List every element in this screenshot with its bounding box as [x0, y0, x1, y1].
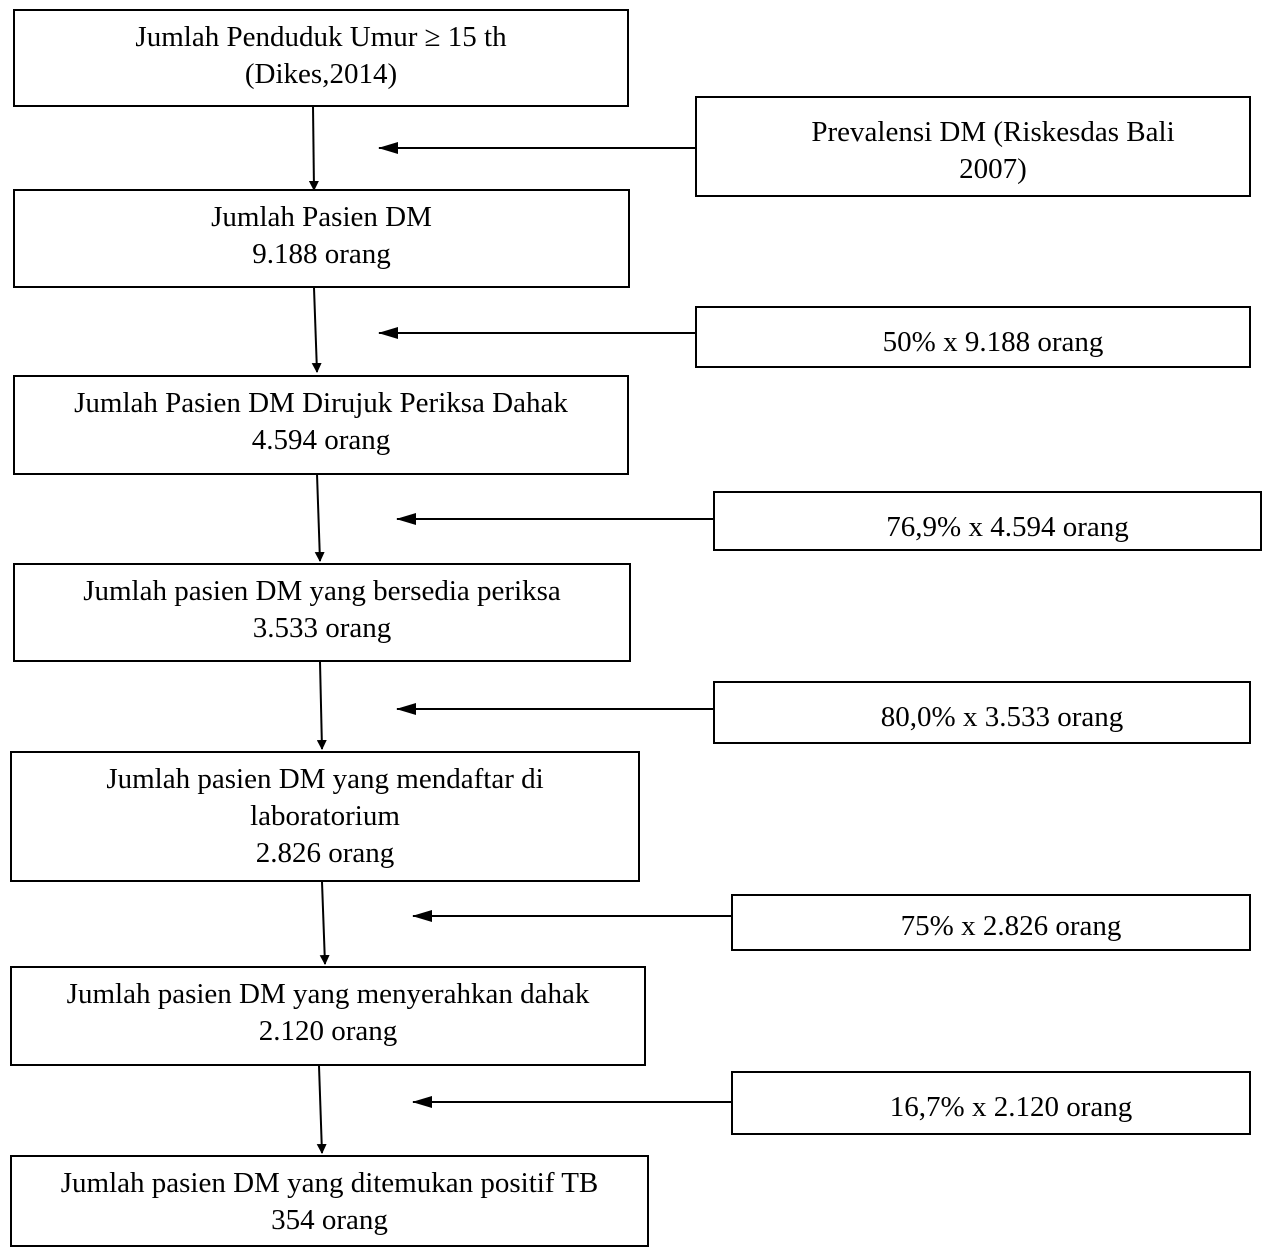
step-count: 4.594 orang: [251, 424, 391, 456]
step-box-referred-sputum: Jumlah Pasien DM Dirujuk Periksa Dahak 4…: [13, 375, 629, 475]
step-box-registered-lab: Jumlah pasien DM yang mendaftar di labor…: [10, 751, 640, 882]
down-arrow-5: [319, 881, 330, 965]
step-label-continued: laboratorium: [250, 800, 400, 832]
step-box-willing-checked: Jumlah pasien DM yang bersedia periksa 3…: [13, 563, 631, 662]
step-count: 3.533 orang: [252, 612, 392, 644]
step-label: Jumlah Pasien DM Dirujuk Periksa Dahak: [74, 387, 568, 419]
step-box-submitted-sputum: Jumlah pasien DM yang menyerahkan dahak …: [10, 966, 646, 1066]
factor-box-prevalence: Prevalensi DM (Riskesdas Bali 2007): [695, 96, 1251, 197]
step-box-positive-tb: Jumlah pasien DM yang ditemukan positif …: [10, 1155, 649, 1247]
down-arrow-1: [308, 105, 319, 191]
factor-formula: 76,9% x 4.594 orang: [886, 511, 1129, 543]
factor-box-positive-rate: 16,7% x 2.120 orang: [731, 1071, 1251, 1135]
step-count: 2.826 orang: [255, 837, 395, 869]
step-count: 354 orang: [271, 1204, 388, 1236]
step-box-population: Jumlah Penduduk Umur ≥ 15 th (Dikes,2014…: [13, 9, 629, 107]
step-label: Jumlah pasien DM yang ditemukan positif …: [60, 1167, 599, 1199]
factor-box-referral-rate: 50% x 9.188 orang: [695, 306, 1251, 368]
factor-box-submit-rate: 75% x 2.826 orang: [731, 894, 1251, 951]
down-arrow-6: [316, 1065, 327, 1154]
step-label: Jumlah Pasien DM: [211, 201, 432, 233]
factor-box-willing-rate: 76,9% x 4.594 orang: [713, 491, 1262, 551]
step-box-dm-patients: Jumlah Pasien DM 9.188 orang: [13, 189, 630, 288]
step-label: Jumlah pasien DM yang bersedia periksa: [83, 575, 561, 607]
step-count: 9.188 orang: [252, 238, 391, 270]
factor-box-register-rate: 80,0% x 3.533 orang: [713, 681, 1251, 744]
down-arrow-3: [314, 473, 325, 562]
factor-formula: 75% x 2.826 orang: [900, 910, 1122, 942]
step-label: Jumlah Penduduk Umur ≥ 15 th: [135, 21, 507, 53]
down-arrow-2: [311, 287, 322, 373]
step-label: Jumlah pasien DM yang menyerahkan dahak: [66, 978, 590, 1010]
factor-formula: 50% x 9.188 orang: [882, 326, 1104, 358]
step-count: 2.120 orang: [258, 1015, 398, 1047]
down-arrow-4: [316, 661, 327, 750]
factor-source: 2007): [959, 153, 1027, 185]
factor-formula: 16,7% x 2.120 orang: [889, 1091, 1133, 1123]
factor-label: Prevalensi DM (Riskesdas Bali: [811, 116, 1175, 148]
step-source: (Dikes,2014): [244, 58, 398, 90]
factor-formula: 80,0% x 3.533 orang: [880, 701, 1124, 733]
step-label: Jumlah pasien DM yang mendaftar di: [106, 763, 544, 795]
